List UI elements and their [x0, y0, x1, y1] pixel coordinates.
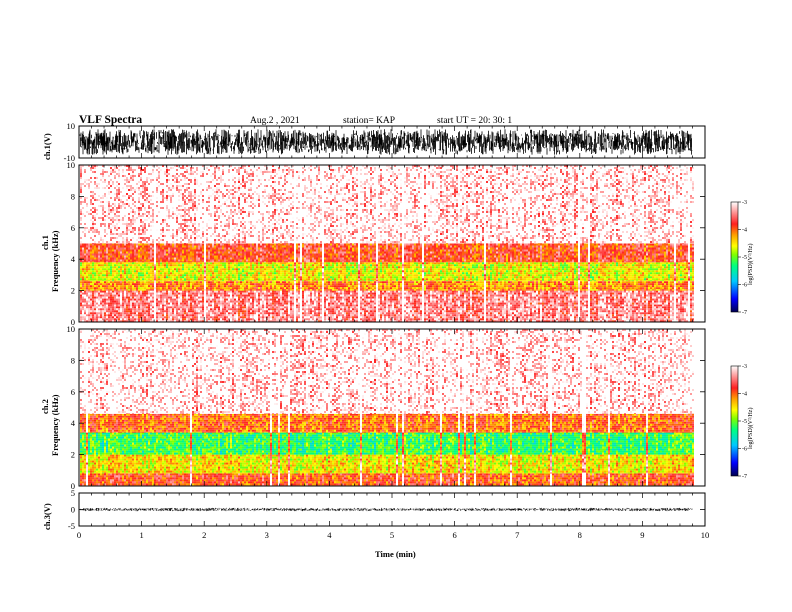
- colorbar-tick-label: -6: [742, 447, 747, 453]
- ch3-wave-ylabel: ch.3(V): [42, 503, 52, 530]
- y-tick-label: -10: [64, 153, 75, 163]
- y-tick-label: 2: [71, 450, 75, 460]
- date-label: Aug.2 , 2021: [250, 116, 300, 126]
- ch2-spectrogram-panel: 0 2 4 6 8 10: [67, 324, 706, 491]
- x-tick-label: 8: [578, 530, 582, 540]
- colorbar-tick-label: -4: [742, 228, 747, 234]
- x-tick-label: 5: [390, 530, 394, 540]
- waveform-trace: [79, 507, 693, 512]
- ch1-colorbar: log(PSD)(V²/Hz) -3 -4 -5 -6 -7: [730, 200, 754, 316]
- ch2-colorbar: log(PSD)(V²/Hz) -3 -4 -5 -6 -7: [730, 364, 754, 480]
- x-tick-label: 4: [327, 530, 332, 540]
- y-tick-label: 0: [71, 505, 75, 515]
- x-tick-label: 1: [139, 530, 143, 540]
- spectrogram-cells: [80, 329, 694, 486]
- cb1-label: log(PSD)(V²/Hz): [747, 244, 754, 285]
- colorbar-tick-label: -3: [742, 200, 747, 206]
- colorbar-tick-label: -5: [742, 255, 747, 261]
- y-tick-label: 0: [71, 481, 75, 491]
- x-tick-label: 7: [515, 530, 519, 540]
- y-tick-label: 8: [71, 191, 75, 201]
- y-tick-label: 6: [71, 223, 75, 233]
- y-tick-label: 10: [67, 160, 76, 170]
- y-tick-label: 8: [71, 355, 75, 365]
- colorbar-tick-label: -5: [742, 419, 747, 425]
- waveform-trace: [79, 129, 693, 155]
- y-tick-label: 6: [71, 387, 75, 397]
- colorbar-tick-label: -3: [742, 364, 747, 370]
- x-tick-label: 9: [640, 530, 644, 540]
- x-tick-label: 6: [452, 530, 456, 540]
- ch1-waveform-panel: 10 -10: [64, 121, 706, 163]
- spectrogram-cells: [80, 165, 694, 322]
- ch1-wave-ylabel: ch.1(V): [42, 133, 52, 160]
- x-tick-label: 10: [701, 530, 710, 540]
- y-tick-label: 5: [71, 488, 75, 498]
- colorbar-tick-label: -7: [742, 310, 747, 316]
- ch1-spectrogram-panel: 0 2 4 6 8 10: [67, 160, 706, 327]
- start-ut-label: start UT = 20: 30: 1: [437, 116, 512, 126]
- ch1-spec-ylabel-freq: Frequency (kHz): [50, 230, 60, 292]
- y-tick-label: 4: [71, 418, 76, 428]
- ch2-spec-ylabel-channel: ch.2: [40, 399, 50, 414]
- ch3-waveform-panel: 50-50 1 2 3 4 5 6 7 8 9 10: [68, 488, 709, 540]
- ch1-spec-ylabel-channel: ch.1: [40, 235, 50, 250]
- y-tick-label: 0: [71, 317, 75, 327]
- y-tick-label: 10: [67, 324, 76, 334]
- colorbar-tick-label: -6: [742, 283, 747, 289]
- y-tick-label: -5: [68, 521, 75, 531]
- station-label: station= KAP: [343, 116, 395, 126]
- x-tick-label: 3: [265, 530, 269, 540]
- x-axis-label: Time (min): [375, 549, 416, 559]
- x-tick-label: 0: [77, 530, 81, 540]
- colorbar-tick-label: -4: [742, 392, 747, 398]
- y-tick-label: 10: [67, 121, 76, 131]
- ch2-spec-ylabel-freq: Frequency (kHz): [50, 394, 60, 456]
- cb2-label: log(PSD)(V²/Hz): [747, 408, 754, 449]
- y-tick-label: 4: [71, 254, 76, 264]
- figure-title: VLF Spectra: [79, 114, 142, 126]
- colorbar-tick-label: -7: [742, 474, 747, 480]
- x-tick-label: 2: [202, 530, 206, 540]
- y-tick-label: 2: [71, 286, 75, 296]
